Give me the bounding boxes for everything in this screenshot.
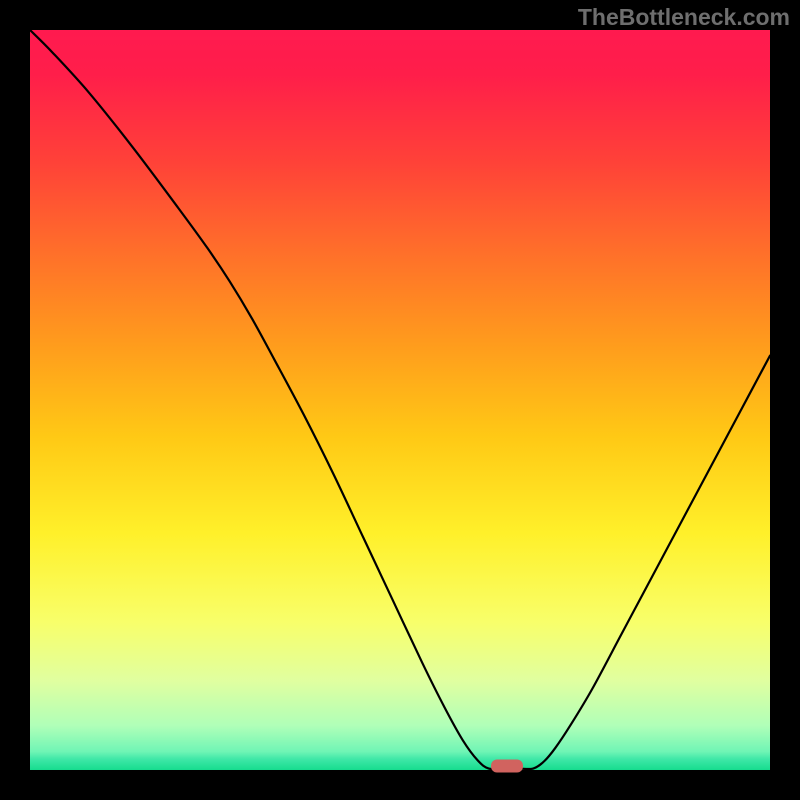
optimum-marker [491, 759, 523, 772]
attribution-label: TheBottleneck.com [578, 4, 790, 31]
bottleneck-chart: TheBottleneck.com [0, 0, 800, 800]
bottleneck-curve [30, 30, 770, 769]
attribution-text: TheBottleneck.com [578, 4, 790, 30]
plot-area [30, 30, 770, 770]
curve-layer [30, 30, 770, 770]
